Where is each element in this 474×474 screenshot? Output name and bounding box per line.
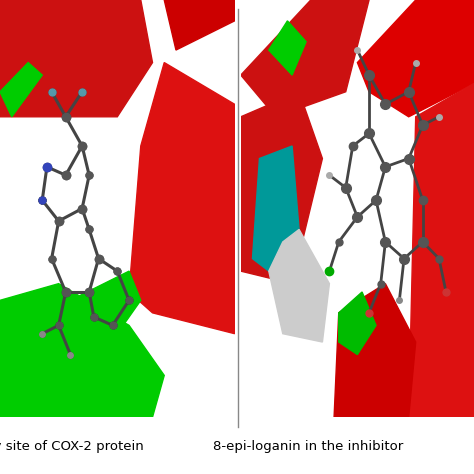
Polygon shape <box>129 63 235 334</box>
Polygon shape <box>241 92 322 283</box>
Polygon shape <box>339 292 376 355</box>
Text: ory site of COX-2 protein: ory site of COX-2 protein <box>0 440 144 453</box>
Polygon shape <box>0 283 164 417</box>
Text: 8-epi-loganin in the inhibitor: 8-epi-loganin in the inhibitor <box>213 440 403 453</box>
Polygon shape <box>0 0 153 117</box>
Polygon shape <box>357 0 474 117</box>
Polygon shape <box>164 0 235 50</box>
Polygon shape <box>0 63 42 117</box>
Polygon shape <box>241 0 369 117</box>
Polygon shape <box>253 146 299 271</box>
Polygon shape <box>409 83 474 417</box>
Polygon shape <box>70 271 141 334</box>
Polygon shape <box>334 283 416 417</box>
Polygon shape <box>269 21 306 75</box>
Polygon shape <box>269 229 329 342</box>
